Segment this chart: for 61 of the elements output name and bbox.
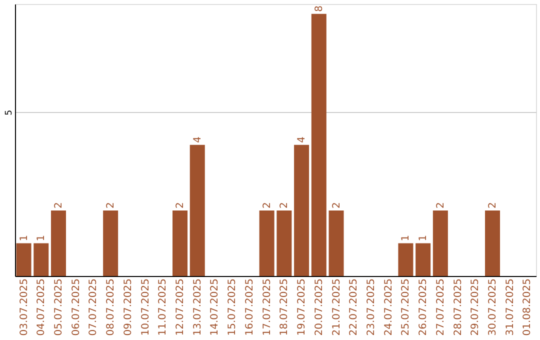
bar xyxy=(328,210,344,276)
x-tick-label: 09.07.2025 xyxy=(122,278,134,336)
bar xyxy=(190,144,205,276)
data-label: 2 xyxy=(279,202,290,208)
x-tick-label: 19.07.2025 xyxy=(296,278,308,336)
bar xyxy=(172,210,188,276)
x-tick-label: 06.07.2025 xyxy=(70,278,82,336)
x-tick-label: 28.07.2025 xyxy=(452,278,464,336)
data-label: 2 xyxy=(53,202,64,208)
x-tick-label: 23.07.2025 xyxy=(366,278,377,336)
data-label: 2 xyxy=(488,202,499,208)
x-tick-label: 31.07.2025 xyxy=(504,278,516,336)
x-tick-label: 21.07.2025 xyxy=(331,278,342,336)
y-tick-label: 5 xyxy=(4,110,14,116)
bar xyxy=(311,14,326,276)
data-label: 1 xyxy=(36,234,48,242)
x-tick-label: 03.07.2025 xyxy=(18,278,30,336)
x-tick-label: 08.07.2025 xyxy=(106,278,117,336)
data-label: 2 xyxy=(435,202,446,208)
x-tick-label: 22.07.2025 xyxy=(348,278,360,336)
data-label: 2 xyxy=(262,202,273,208)
x-tick-label: 01.08.2025 xyxy=(522,278,534,336)
data-label: 4 xyxy=(296,136,308,143)
bar xyxy=(294,144,310,276)
data-label: 1 xyxy=(18,234,30,242)
data-label: 2 xyxy=(106,202,117,208)
x-tick-label: 16.07.2025 xyxy=(244,278,256,336)
x-tick-label: 18.07.2025 xyxy=(279,278,290,336)
bar xyxy=(398,243,414,276)
x-tick-label: 26.07.2025 xyxy=(418,278,430,336)
x-tick-label: 27.07.2025 xyxy=(435,278,446,336)
bar xyxy=(34,243,49,276)
bar xyxy=(103,210,118,276)
x-tick-label: 17.07.2025 xyxy=(262,278,273,336)
x-tick-label: 07.07.2025 xyxy=(88,278,100,336)
x-tick-label: 14.07.2025 xyxy=(210,278,221,336)
data-label: 8 xyxy=(314,5,325,12)
x-tick-label: 10.07.2025 xyxy=(140,278,152,336)
bar xyxy=(259,210,274,276)
bar xyxy=(50,210,66,276)
x-tick-label: 25.07.2025 xyxy=(400,278,412,336)
bar xyxy=(432,210,448,276)
data-label: 1 xyxy=(418,234,430,242)
bar xyxy=(485,210,500,276)
bar xyxy=(276,210,292,276)
data-label: 1 xyxy=(400,234,412,242)
x-tick-label: 12.07.2025 xyxy=(175,278,186,336)
x-tick-label: 13.07.2025 xyxy=(192,278,204,336)
x-tick-label: 30.07.2025 xyxy=(488,278,499,336)
x-tick-label: 20.07.2025 xyxy=(314,278,325,336)
x-tick-label: 05.07.2025 xyxy=(53,278,64,336)
x-tick-label: 15.07.2025 xyxy=(227,278,238,336)
data-label: 4 xyxy=(192,136,204,143)
bar xyxy=(416,243,431,276)
x-tick-label: 04.07.2025 xyxy=(36,278,48,336)
x-tick-label: 11.07.2025 xyxy=(158,278,169,336)
x-tick-label: 29.07.2025 xyxy=(470,278,482,336)
bar xyxy=(16,243,32,276)
data-label: 2 xyxy=(175,202,186,208)
x-tick-label: 24.07.2025 xyxy=(383,278,394,336)
data-label: 2 xyxy=(331,202,342,208)
